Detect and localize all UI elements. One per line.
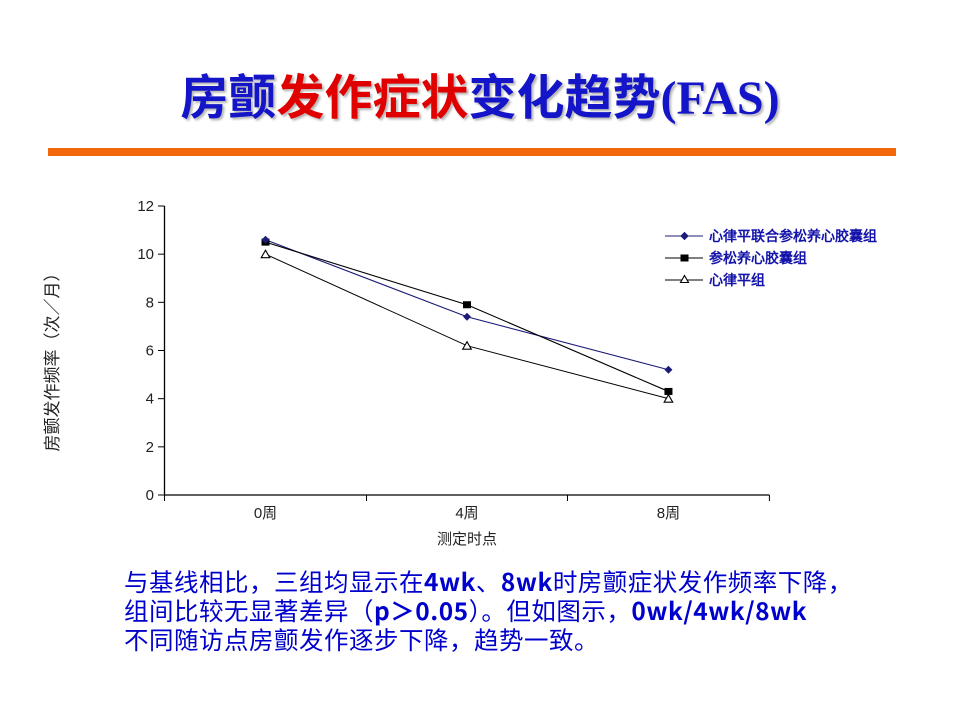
svg-text:0周: 0周 bbox=[254, 505, 277, 522]
svg-text:心律平组: 心律平组 bbox=[709, 272, 765, 288]
svg-text:8周: 8周 bbox=[657, 505, 680, 522]
svg-text:10: 10 bbox=[137, 246, 154, 263]
svg-text:0: 0 bbox=[146, 487, 154, 504]
svg-text:2: 2 bbox=[146, 439, 154, 456]
svg-text:8: 8 bbox=[146, 294, 154, 311]
svg-text:房颤发作频率（次／月）: 房颤发作频率（次／月） bbox=[43, 265, 62, 452]
svg-text:心律平联合参松养心胶囊组: 心律平联合参松养心胶囊组 bbox=[709, 228, 877, 244]
svg-text:4周: 4周 bbox=[455, 505, 478, 522]
svg-text:4: 4 bbox=[146, 391, 154, 408]
svg-text:12: 12 bbox=[137, 198, 154, 215]
svg-text:参松养心胶囊组: 参松养心胶囊组 bbox=[709, 250, 807, 266]
svg-text:6: 6 bbox=[146, 343, 154, 360]
svg-text:测定时点: 测定时点 bbox=[437, 531, 497, 548]
